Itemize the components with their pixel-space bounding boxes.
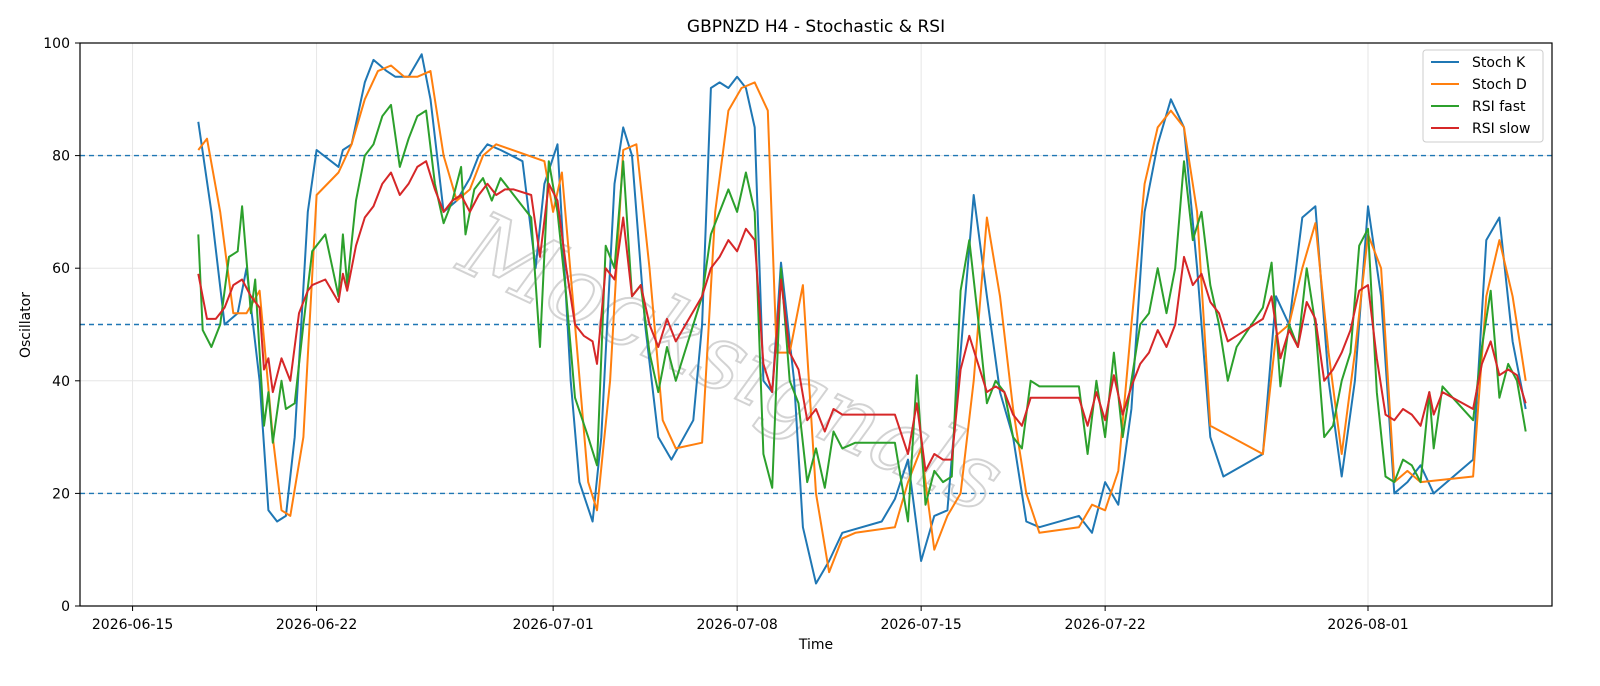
legend: Stoch K Stoch D RSI fast RSI slow: [1422, 49, 1544, 143]
x-tick-label: 2026-07-01: [512, 617, 593, 633]
legend-label-stoch-d: Stoch D: [1472, 77, 1527, 93]
y-tick-label: 20: [52, 486, 70, 502]
legend-box: [1422, 49, 1544, 143]
y-tick-label: 100: [43, 36, 70, 52]
y-tick-label: 0: [61, 599, 70, 615]
series-lines: [197, 53, 1527, 585]
series-line-stoch-d: [197, 64, 1527, 574]
legend-label-rsi-slow: RSI slow: [1472, 121, 1530, 137]
y-tick-label: 80: [52, 149, 70, 165]
legend-label-rsi-fast: RSI fast: [1472, 99, 1526, 115]
chart-title: GBPNZD H4 - Stochastic & RSI: [687, 17, 945, 37]
x-axis-ticks: 2026-06-15 2026-06-22 2026-07-01 2026-07-08…: [92, 606, 1409, 633]
x-tick-label: 2026-07-15: [880, 617, 961, 633]
x-tick-label: 2026-08-01: [1327, 617, 1408, 633]
x-tick-label: 2026-06-22: [276, 617, 357, 633]
x-axis-label: Time: [798, 637, 833, 653]
y-tick-label: 40: [52, 374, 70, 390]
series-line-rsi-fast: [197, 103, 1527, 523]
x-tick-label: 2026-06-15: [92, 617, 173, 633]
series-line-rsi-slow: [197, 160, 1527, 472]
y-axis-ticks: 0 20 40 60 80 100: [43, 36, 80, 615]
legend-label-stoch-k: Stoch K: [1472, 55, 1526, 71]
y-axis-label: Oscillator: [18, 292, 34, 358]
plot-frame: [79, 42, 1553, 607]
x-tick-label: 2026-07-22: [1064, 617, 1145, 633]
y-tick-label: 60: [52, 261, 70, 277]
x-tick-label: 2026-07-08: [696, 617, 777, 633]
